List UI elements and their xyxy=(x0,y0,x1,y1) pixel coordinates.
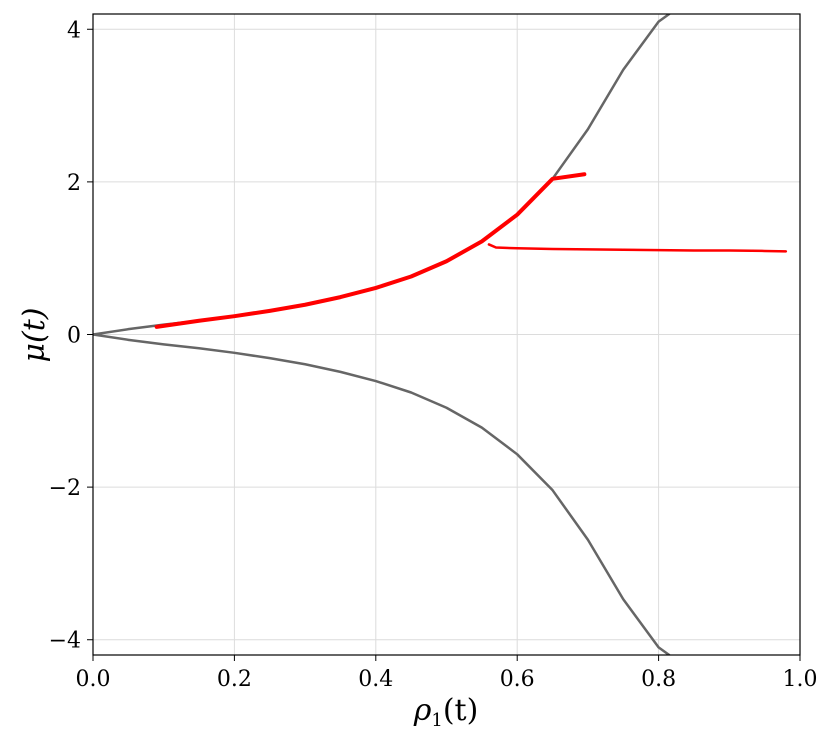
x-tick-label: 0.0 xyxy=(76,667,111,692)
x-axis-label-base: ρ xyxy=(413,693,432,728)
y-tick-label: −4 xyxy=(49,629,81,654)
x-tick-labels: 0.0 0.2 0.4 0.6 0.8 1.0 xyxy=(76,667,818,692)
y-axis-label: μ(t) xyxy=(17,308,52,363)
x-axis-label-sub: 1 xyxy=(431,710,442,731)
x-tick-label: 1.0 xyxy=(783,667,818,692)
series-layer xyxy=(93,14,788,655)
series-boundary-lower xyxy=(93,333,671,655)
x-axis-label: ρ1(t) xyxy=(413,693,479,731)
y-tick-label: 4 xyxy=(67,18,81,43)
x-tick-label: 0.2 xyxy=(217,667,252,692)
y-tick-labels: −4 −2 0 2 4 xyxy=(49,18,81,653)
x-tick-label: 0.4 xyxy=(358,667,393,692)
grid-lines xyxy=(92,14,801,655)
x-tick-label: 0.6 xyxy=(500,667,535,692)
tick-marks xyxy=(87,28,801,661)
series-trajectory-branch xyxy=(487,243,788,253)
y-tick-label: 0 xyxy=(67,324,81,349)
y-tick-label: −2 xyxy=(49,476,81,501)
y-tick-label: 2 xyxy=(67,171,81,196)
x-axis-label-rest: (t) xyxy=(443,693,478,728)
series-trajectory-main xyxy=(154,172,587,329)
x-tick-label: 0.8 xyxy=(641,667,676,692)
